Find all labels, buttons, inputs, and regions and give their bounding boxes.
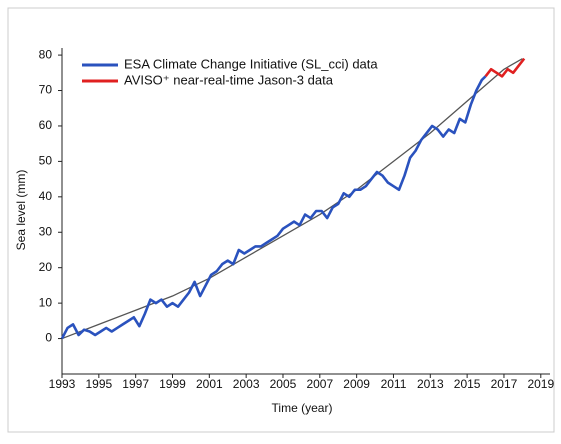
y-tick-label: 20 xyxy=(39,260,53,274)
x-tick-label: 2011 xyxy=(381,377,407,391)
y-tick-label: 10 xyxy=(39,295,53,309)
y-tick-label: 30 xyxy=(39,224,53,238)
x-tick-label: 2015 xyxy=(454,377,481,391)
y-tick-label: 80 xyxy=(39,47,53,61)
x-tick-label: 2017 xyxy=(491,377,518,391)
series-line xyxy=(60,75,487,340)
y-tick-label: 50 xyxy=(39,154,53,168)
legend-label: ESA Climate Change Initiative (SL_cci) d… xyxy=(124,56,378,71)
x-tick-label: 1993 xyxy=(49,377,76,391)
x-tick-label: 2013 xyxy=(417,377,444,391)
x-axis-label: Time (year) xyxy=(272,401,333,415)
x-tick-label: 2009 xyxy=(343,377,370,391)
x-tick-label: 1999 xyxy=(159,377,186,391)
y-tick-label: 0 xyxy=(45,331,52,345)
x-tick-label: 2007 xyxy=(306,377,333,391)
y-axis-label: Sea level (mm) xyxy=(14,170,28,251)
y-tick-label: 40 xyxy=(39,189,53,203)
x-tick-label: 2003 xyxy=(233,377,260,391)
legend-label: AVISO⁺ near-real-time Jason-3 data xyxy=(124,72,334,87)
x-tick-label: 2005 xyxy=(270,377,297,391)
x-tick-label: 2019 xyxy=(527,377,554,391)
x-tick-label: 2001 xyxy=(196,377,223,391)
x-tick-label: 1997 xyxy=(122,377,149,391)
frame xyxy=(7,7,555,433)
series-line xyxy=(484,57,526,78)
y-tick-label: 70 xyxy=(39,83,53,97)
x-tick-label: 1995 xyxy=(85,377,112,391)
y-tick-label: 60 xyxy=(39,118,53,132)
trend-line xyxy=(61,58,523,340)
